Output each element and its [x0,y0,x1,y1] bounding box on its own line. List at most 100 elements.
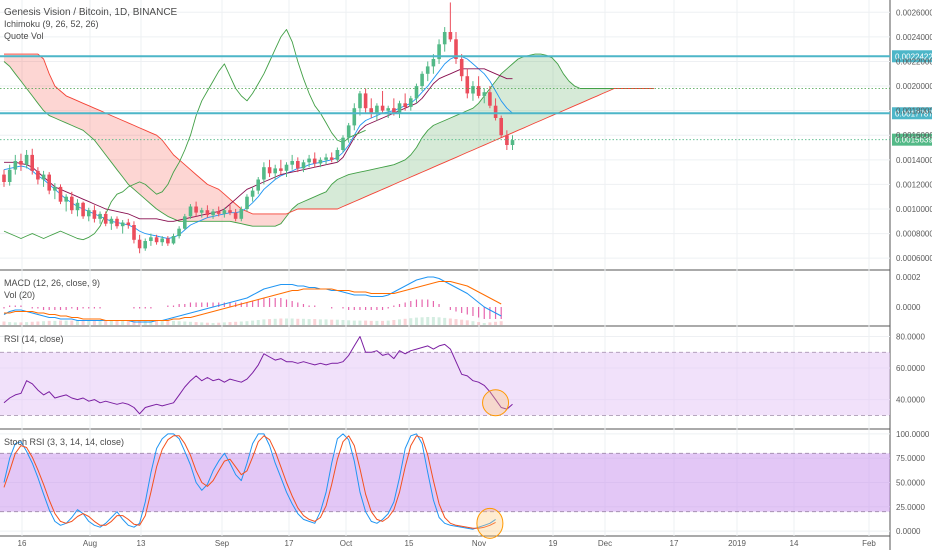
volume-bar [313,319,317,325]
candle-body [437,44,441,60]
candle-body [414,86,419,99]
volume-bar [409,318,413,325]
volume-bar [454,319,458,325]
candle-body [318,159,323,164]
candle-body [346,125,351,138]
volume-bar [347,320,351,325]
volume-bar [420,317,424,325]
volume-bar [42,321,46,325]
senkou-span-a-line [3,53,654,227]
candle-body [19,161,23,165]
candle-body [493,105,498,118]
candle-body [171,236,176,244]
candle-body [471,86,475,94]
horizontal-levels[interactable]: 0.0022422 0.0017787 0.0015639 [0,50,932,146]
volume-bar [364,320,368,325]
quote-vol-legend: Quote Vol [4,31,44,41]
candle-body [312,158,317,164]
candle-body [454,39,458,59]
candle-body [115,218,119,227]
stoch-tick-label: 25.0000 [896,503,925,512]
macd-tick-label: 0.0002 [896,273,921,282]
volume-bar [2,321,6,325]
volume-bar [19,322,23,325]
rsi-tick-label: 40.0000 [896,396,925,405]
candle-body [132,225,136,240]
candle-body [397,103,402,114]
date-tick-label: Nov [472,539,486,548]
candle-body [160,238,164,243]
chart-title: Genesis Vision / Bitcoin, 1D, BINANCE [4,7,178,18]
price-tick-label: 0.0012000 [896,180,932,189]
volume-bar [75,320,79,325]
current-price-badge [892,133,932,146]
volume-bar [53,320,57,325]
macd-tick-label: 0.0000 [896,303,921,312]
volume-bar [471,321,475,325]
candle-body [30,154,34,171]
volume-bar [200,322,204,325]
volume-bar [296,318,300,325]
candle-body [250,190,255,197]
volume-bar [341,320,345,325]
volume-bar [239,321,243,325]
price-tick-label: 0.0014000 [896,156,932,165]
macd-legend: MACD (12, 26, close, 9) [4,278,100,288]
candle-body [296,161,300,169]
volume-bar [177,321,181,325]
date-tick-label: 13 [137,539,146,548]
candle-body [126,222,131,225]
rsi-legend: RSI (14, close) [4,334,64,344]
cloud-bearish [4,54,293,227]
stoch-tick-label: 100.0000 [896,430,930,439]
stoch-d-line [3,435,496,529]
rsi-band [0,352,890,416]
volume-bar [160,320,164,325]
candle-body [358,93,362,109]
price-tick-label: 0.0024000 [896,33,932,42]
candle-body [81,202,85,217]
volume-bar [375,320,379,325]
candle-body [87,210,91,217]
candle-body [301,162,306,169]
candle-body [279,168,283,171]
price-axis: 0.0026000 0.0024000 0.0022000 0.0020000 0.00… [896,8,932,536]
candle-body [205,210,210,216]
volume-bar [228,322,232,325]
date-tick-label: 15 [405,539,414,548]
stoch-tick-label: 0.0000 [896,527,921,536]
price-tick-label: 0.0008000 [896,230,932,239]
candle-body [120,222,125,227]
candle-body [505,135,509,145]
vol-legend: Vol (20) [4,290,35,300]
volume-bar [92,320,96,325]
volume-bar [121,320,125,325]
candle-body [386,108,390,111]
volume-bar [392,320,396,325]
horizontal-level-label: 0.0022422 [895,52,932,61]
candle-body [137,239,142,249]
candle-body [143,241,147,249]
macd-pane [2,276,503,325]
candle-body [482,92,487,96]
date-tick-label: 14 [790,539,799,548]
volume-bar [290,318,294,325]
rsi-line [3,336,513,415]
volume-bar [414,317,418,325]
candle-body [256,179,260,191]
volume-bar [335,319,339,325]
candle-body [375,105,379,114]
senkou-span-b-line [4,53,654,215]
horizontal-level-badge [892,107,932,120]
volume-bar [307,319,311,325]
stoch-rsi-pane [0,433,890,539]
volume-bar [324,319,328,325]
candle-body [98,213,102,219]
stoch-k-line [3,433,496,530]
volume-bar [358,320,362,325]
candle-body [459,59,464,77]
date-tick-label: 17 [670,539,679,548]
candle-body [216,211,221,214]
volume-bar [183,321,187,325]
candle-body [488,92,492,106]
